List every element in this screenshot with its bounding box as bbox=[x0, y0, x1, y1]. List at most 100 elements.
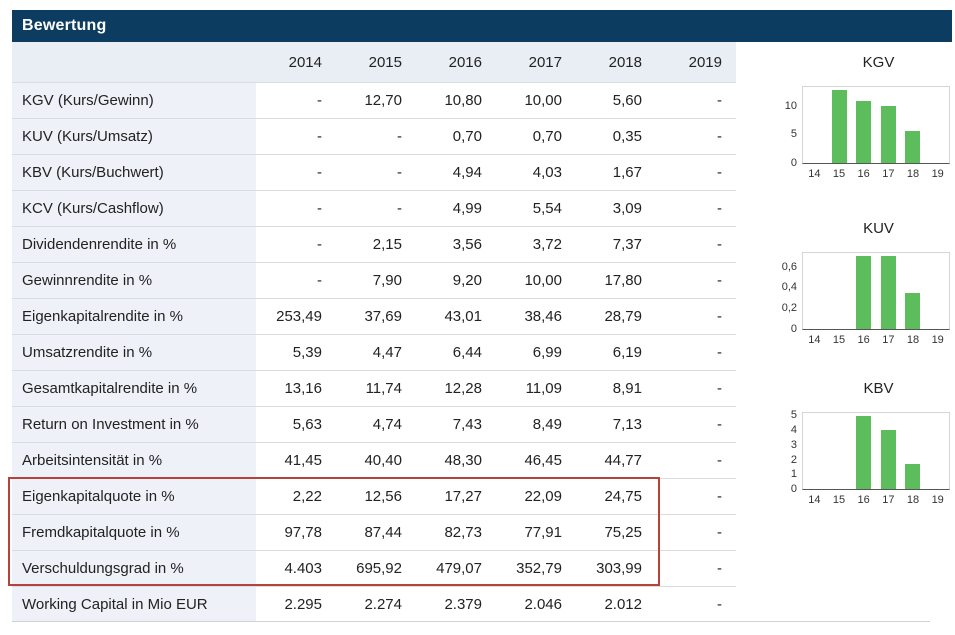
row-value-cell: 41,45 bbox=[284, 452, 322, 469]
row-value-cell: 4,03 bbox=[532, 164, 562, 181]
table-row: KUV (Kurs/Umsatz) - - 0,70 0,70 0,35 - bbox=[12, 118, 736, 154]
row-value-cell: 303,99 bbox=[596, 560, 642, 577]
x-axis-tick-label: 19 bbox=[931, 168, 944, 180]
row-value-cell: - bbox=[317, 236, 322, 253]
row-value-cell: 1,67 bbox=[612, 164, 642, 181]
row-value-cell: 17,80 bbox=[604, 272, 642, 289]
row-value-cell: 12,56 bbox=[364, 488, 402, 505]
row-value-cell: 82,73 bbox=[444, 524, 482, 541]
row-label: Arbeitsintensität in % bbox=[12, 443, 256, 478]
row-value-cell: - bbox=[397, 128, 402, 145]
row-value-cell: 12,28 bbox=[444, 380, 482, 397]
row-value-cell: 4,74 bbox=[372, 416, 402, 433]
chart-bar bbox=[881, 430, 896, 489]
row-value-cell: 352,79 bbox=[516, 560, 562, 577]
y-axis-tick-label: 4 bbox=[790, 424, 797, 437]
row-value-cell: - bbox=[717, 524, 722, 541]
row-value-cell: - bbox=[317, 200, 322, 217]
table-row: Eigenkapitalrendite in % 253,49 37,69 43,01… bbox=[12, 298, 736, 334]
chart-bar bbox=[881, 256, 896, 329]
chart-plot-area: 0 5 10 bbox=[785, 86, 950, 169]
table-body: KGV (Kurs/Gewinn) -12,70 10,80 10,00 5,60- KU… bbox=[12, 82, 736, 622]
x-axis-tick-label: 16 bbox=[857, 168, 870, 180]
year-header-cell: 2014 bbox=[288, 53, 322, 71]
x-axis-tick-label: 18 bbox=[906, 334, 920, 346]
row-value-cell: 4,94 bbox=[452, 164, 482, 181]
row-value-cell: - bbox=[717, 200, 722, 217]
row-value-cell: 28,79 bbox=[604, 308, 642, 325]
x-axis-labels: 14 15 16 17 18 19 bbox=[802, 334, 950, 346]
row-value-cell: 24,75 bbox=[604, 488, 642, 505]
y-axis-tick-label: 0,4 bbox=[781, 281, 797, 294]
row-value-cell: - bbox=[717, 92, 722, 109]
row-value-cell: 6,19 bbox=[612, 344, 642, 361]
chart-bar bbox=[856, 101, 871, 163]
chart-bar bbox=[856, 416, 871, 489]
row-value-cell: - bbox=[717, 380, 722, 397]
row-value-cell: 5,54 bbox=[532, 200, 562, 217]
row-value-cell: 7,43 bbox=[452, 416, 482, 433]
row-value-cell: 2.046 bbox=[524, 596, 562, 613]
row-value-cell: - bbox=[717, 272, 722, 289]
year-header-row: 2014 2015 2016 2017 2018 2019 bbox=[12, 42, 736, 82]
chart-bar bbox=[832, 90, 847, 163]
row-value-cell: - bbox=[397, 164, 402, 181]
x-axis-tick-label: 16 bbox=[857, 334, 870, 346]
panel-header: Bewertung bbox=[12, 10, 952, 42]
row-label: Gesamtkapitalrendite in % bbox=[12, 371, 256, 406]
row-value-cell: - bbox=[397, 200, 402, 217]
row-label: KGV (Kurs/Gewinn) bbox=[12, 83, 256, 118]
row-value-cell: 97,78 bbox=[284, 524, 322, 541]
row-value-cell: 3,09 bbox=[612, 200, 642, 217]
row-value-cell: 5,63 bbox=[292, 416, 322, 433]
row-value-cell: 8,49 bbox=[532, 416, 562, 433]
panel-title: Bewertung bbox=[22, 17, 107, 34]
table-row: Umsatzrendite in % 5,39 4,47 6,44 6,99 6,19 - bbox=[12, 334, 736, 370]
x-axis-tick-label: 17 bbox=[882, 494, 895, 506]
table-row: Eigenkapitalquote in % 2,22 12,56 17,27 22,0… bbox=[12, 478, 736, 514]
year-header-cell: 2015 bbox=[368, 53, 402, 71]
row-label: KUV (Kurs/Umsatz) bbox=[12, 119, 256, 154]
x-axis-tick-label: 16 bbox=[857, 494, 870, 506]
row-value-cell: 0,70 bbox=[532, 128, 562, 145]
row-value-cell: 6,44 bbox=[452, 344, 482, 361]
row-value-cell: 38,46 bbox=[524, 308, 562, 325]
row-value-cell: 2.012 bbox=[604, 596, 642, 613]
row-value-cell: 11,74 bbox=[365, 380, 402, 397]
x-axis-tick-label: 15 bbox=[832, 334, 846, 346]
row-value-cell: 9,20 bbox=[452, 272, 482, 289]
y-axis-tick-label: 10 bbox=[784, 99, 797, 112]
y-axis-tick-label: 0,2 bbox=[781, 302, 797, 315]
row-value-cell: - bbox=[717, 452, 722, 469]
table-row: Dividendenrendite in % - 2,15 3,56 3,72 7,37 - bbox=[12, 226, 736, 262]
row-value-cell: 0,70 bbox=[452, 128, 482, 145]
row-label: Umsatzrendite in % bbox=[12, 335, 256, 370]
row-value-cell: 7,90 bbox=[372, 272, 402, 289]
table-row: Verschuldungsgrad in % 4.403 695,92 479,07 3… bbox=[12, 550, 736, 586]
row-value-cell: 44,77 bbox=[604, 452, 642, 469]
table-row: KCV (Kurs/Cashflow) - - 4,99 5,54 3,09 - bbox=[12, 190, 736, 226]
row-value-cell: 37,69 bbox=[364, 308, 402, 325]
row-value-cell: - bbox=[317, 128, 322, 145]
row-value-cell: - bbox=[717, 308, 722, 325]
x-axis-tick-label: 17 bbox=[882, 334, 895, 346]
row-value-cell: 5,39 bbox=[292, 344, 322, 361]
table-row: Working Capital in Mio EUR 2.295 2.274 2.37… bbox=[12, 586, 736, 622]
row-value-cell: 46,45 bbox=[524, 452, 562, 469]
row-value-cell: 4,99 bbox=[452, 200, 482, 217]
y-axis-tick-label: 5 bbox=[790, 128, 797, 141]
row-value-cell: 6,99 bbox=[532, 344, 562, 361]
row-value-cell: - bbox=[717, 128, 722, 145]
row-label: Working Capital in Mio EUR bbox=[12, 587, 256, 622]
x-axis-tick-label: 15 bbox=[832, 168, 846, 180]
row-value-cell: - bbox=[717, 560, 722, 577]
chart-title: KGV bbox=[862, 54, 895, 71]
row-label: Fremdkapitalquote in % bbox=[12, 515, 256, 550]
row-label: Eigenkapitalrendite in % bbox=[12, 299, 256, 334]
row-value-cell: - bbox=[717, 596, 722, 613]
x-axis-tick-label: 18 bbox=[906, 494, 920, 506]
row-value-cell: - bbox=[317, 272, 322, 289]
row-value-cell: 48,30 bbox=[444, 452, 482, 469]
x-axis-tick-label: 15 bbox=[832, 494, 846, 506]
